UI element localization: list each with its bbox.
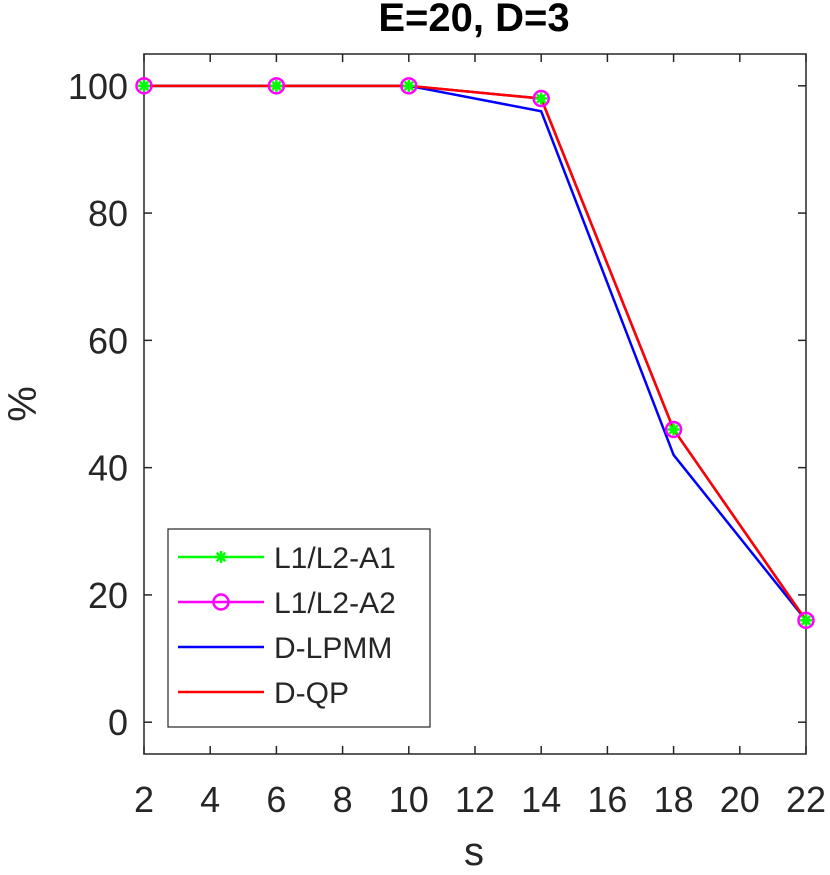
y-tick-label: 80 bbox=[88, 193, 128, 234]
y-axis-tick-labels: 0 20 40 60 80 100 bbox=[68, 66, 128, 743]
data-point-circle bbox=[664, 420, 683, 439]
x-tick-label: 16 bbox=[587, 779, 627, 820]
data-point-asterisk bbox=[667, 423, 680, 436]
series-lines bbox=[135, 77, 815, 630]
x-tick-label: 12 bbox=[455, 779, 495, 820]
y-tick-label: 60 bbox=[88, 320, 128, 361]
x-tick-label: 18 bbox=[654, 779, 694, 820]
x-axis-tick-labels: 2 4 6 8 10 12 14 16 18 20 22 bbox=[134, 779, 826, 820]
chart-title: E=20, D=3 bbox=[378, 0, 569, 40]
legend-label: D-QP bbox=[274, 677, 349, 710]
x-axis-title: s bbox=[464, 830, 484, 874]
legend-label: L1/L2-A1 bbox=[274, 542, 396, 575]
axis-ticks bbox=[143, 54, 807, 754]
data-point-circle bbox=[400, 77, 418, 95]
x-tick-label: 10 bbox=[389, 779, 429, 820]
series-line-d-qp bbox=[144, 84, 808, 622]
legend-label: L1/L2-A2 bbox=[274, 587, 396, 620]
y-tick-label: 100 bbox=[68, 66, 128, 107]
x-tick-label: 2 bbox=[134, 779, 154, 820]
data-point-asterisk bbox=[800, 614, 812, 627]
legend-box bbox=[167, 528, 431, 728]
x-tick-label: 6 bbox=[266, 779, 286, 820]
x-tick-label: 14 bbox=[521, 779, 561, 820]
y-tick-label: 0 bbox=[108, 702, 128, 743]
data-point-circle bbox=[797, 611, 815, 630]
legend-items: L1/L2-A1 L1/L2-A2 D-LPMM D-QP bbox=[178, 542, 396, 710]
legend: L1/L2-A1 L1/L2-A2 D-LPMM D-QP bbox=[167, 528, 431, 728]
data-point-asterisk bbox=[535, 92, 548, 105]
legend-marker-asterisk bbox=[215, 551, 227, 563]
legend-label: D-LPMM bbox=[274, 632, 392, 665]
x-tick-label: 8 bbox=[333, 779, 353, 820]
y-axis-title: % bbox=[1, 386, 45, 422]
x-tick-label: 20 bbox=[720, 779, 760, 820]
data-point-asterisk bbox=[138, 79, 150, 92]
x-tick-label: 22 bbox=[786, 779, 826, 820]
data-point-circle bbox=[267, 77, 286, 95]
legend-marker-circle bbox=[212, 593, 230, 611]
data-point-asterisk bbox=[402, 79, 415, 92]
y-tick-label: 40 bbox=[88, 448, 128, 489]
data-point-circle bbox=[135, 77, 153, 95]
x-tick-label: 4 bbox=[200, 779, 220, 820]
data-point-asterisk bbox=[270, 79, 283, 92]
y-tick-label: 20 bbox=[88, 575, 128, 616]
data-point-circle bbox=[532, 89, 550, 108]
